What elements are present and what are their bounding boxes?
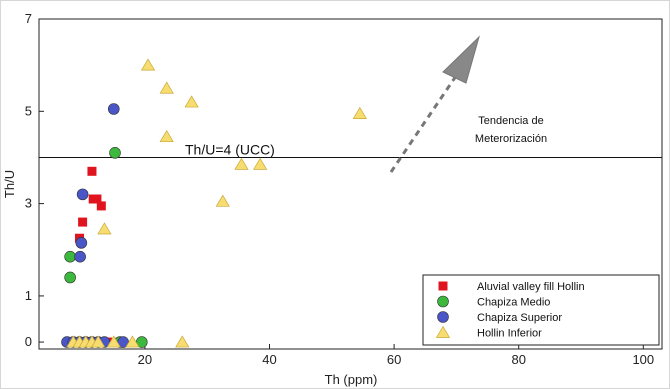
legend-label: Aluvial valley fill Hollin	[477, 281, 585, 293]
reference-line-label: Th/U=4 (UCC)	[185, 141, 275, 157]
data-point	[96, 201, 106, 211]
legend-label: Chapiza Medio	[477, 297, 550, 309]
data-point	[91, 335, 106, 348]
legend-label: Chapiza Superior	[477, 312, 562, 324]
ticks: 20 40 60 80 100 0 1 3 5 7	[25, 11, 654, 367]
data-point	[159, 81, 174, 94]
data-point	[125, 335, 140, 348]
y-tick-label: 3	[25, 196, 32, 211]
legend-item: Chapiza Medio	[437, 295, 550, 309]
trend-annotation-line-2: Meterorización	[475, 133, 547, 145]
y-axis-label: Th/U	[2, 170, 17, 198]
x-tick-label: 20	[138, 352, 152, 367]
legend: Aluvial valley fill Hollin Chapiza Medio C…	[422, 274, 660, 346]
data-point	[75, 237, 88, 249]
data-point	[78, 217, 88, 227]
trend-arrow-shaft	[389, 75, 458, 173]
legend-box	[422, 274, 660, 346]
y-tick-label: 0	[25, 334, 32, 349]
data-point	[92, 194, 102, 204]
legend-marker	[438, 281, 448, 291]
data-points	[61, 58, 367, 348]
y-tick-label: 1	[25, 288, 32, 303]
data-point	[109, 147, 121, 159]
legend-marker	[437, 295, 449, 308]
data-point	[215, 194, 230, 207]
legend-marker	[437, 311, 449, 323]
data-point	[106, 335, 121, 348]
y-tick-label: 5	[25, 103, 32, 118]
data-point	[107, 103, 120, 115]
x-tick-label: 100	[632, 352, 654, 367]
data-point	[64, 250, 76, 263]
data-point	[87, 166, 97, 176]
data-point	[97, 222, 112, 235]
legend-marker	[435, 325, 451, 338]
data-point	[159, 130, 174, 143]
data-point	[74, 250, 86, 263]
trend-arrow-head	[442, 35, 480, 84]
data-point	[352, 106, 367, 119]
legend-item: Chapiza Superior	[437, 311, 562, 324]
data-point	[184, 95, 199, 108]
data-point	[76, 188, 89, 201]
data-point	[64, 271, 76, 284]
legend-item: Aluvial valley fill Hollin	[438, 281, 585, 293]
data-point	[234, 157, 249, 170]
data-point	[140, 58, 156, 71]
x-tick-label: 80	[511, 352, 525, 367]
x-tick-label: 40	[262, 352, 276, 367]
legend-item: Hollin Inferior	[435, 325, 542, 340]
data-point	[175, 335, 190, 348]
x-tick-label: 60	[387, 352, 401, 367]
legend-label: Hollin Inferior	[477, 328, 542, 340]
series-1	[64, 147, 148, 348]
y-tick-label: 7	[25, 11, 32, 26]
trend-arrow	[389, 35, 480, 173]
data-point	[253, 157, 268, 170]
x-axis-label: Th (ppm)	[325, 372, 378, 387]
series-3	[66, 58, 367, 348]
trend-annotation-line-1: Tendencia de	[478, 115, 543, 127]
